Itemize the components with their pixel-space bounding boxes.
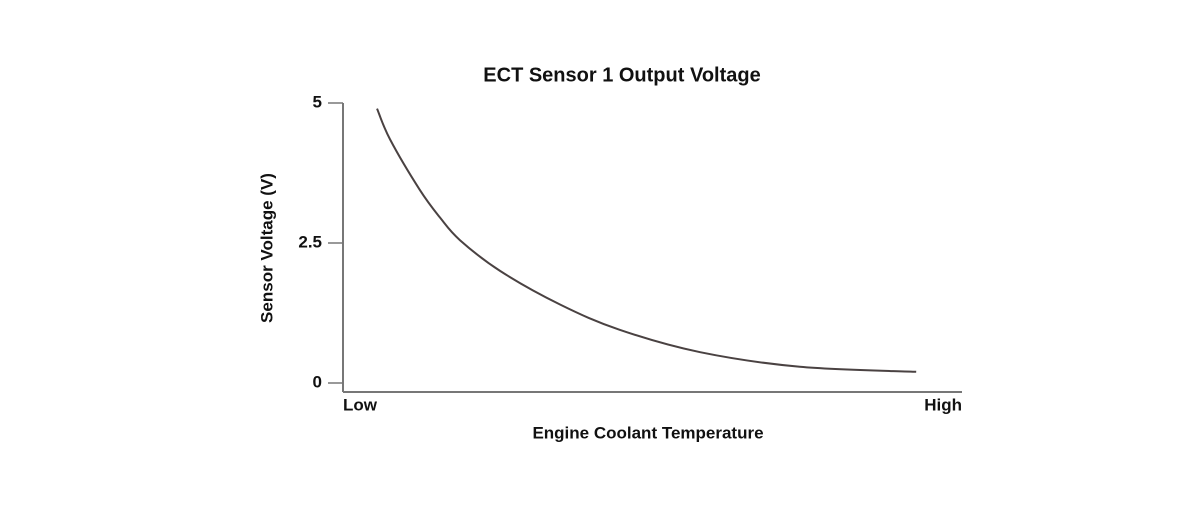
x-axis-label: Engine Coolant Temperature — [532, 423, 763, 442]
x-tick-label: High — [924, 395, 962, 414]
y-tick-label: 0 — [313, 372, 322, 391]
y-axis-label: Sensor Voltage (V) — [257, 173, 276, 323]
chart-title: ECT Sensor 1 Output Voltage — [483, 64, 760, 86]
line-series — [376, 108, 917, 373]
y-tick-label: 5 — [313, 92, 322, 111]
x-tick-label: Low — [343, 395, 378, 414]
y-tick-label: 2.5 — [298, 232, 322, 251]
